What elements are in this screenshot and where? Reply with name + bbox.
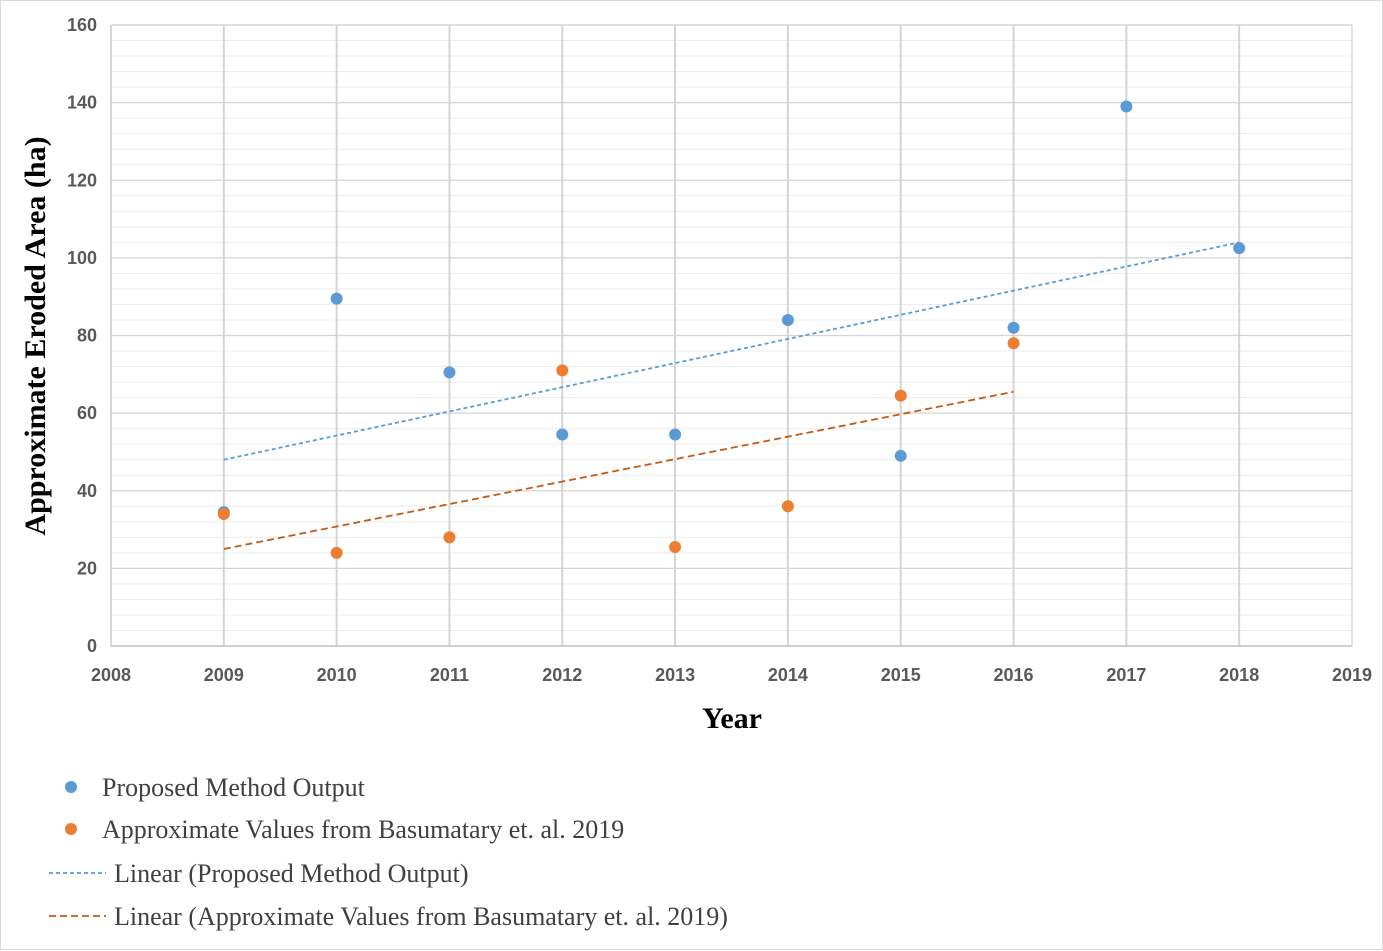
point-proposed: [330, 292, 343, 305]
point-basumatary: [781, 500, 794, 513]
point-proposed: [1233, 242, 1246, 255]
point-proposed: [894, 449, 907, 462]
point-proposed: [556, 428, 569, 441]
trendline-proposed: [223, 241, 1240, 461]
y-tick-label: 80: [77, 326, 97, 346]
x-tick-label: 2012: [542, 665, 582, 685]
axes: [110, 24, 1353, 647]
x-tick-label: 2011: [430, 665, 469, 685]
point-basumatary: [894, 389, 907, 402]
legend: Proposed Method Output Approximate Values…: [49, 773, 728, 931]
point-basumatary: [669, 541, 682, 554]
y-tick-label: 60: [77, 403, 97, 423]
point-basumatary: [443, 531, 456, 544]
y-tick-label: 100: [67, 248, 97, 268]
y-tick-label: 120: [67, 170, 97, 190]
y-axis-title: Approximate Eroded Area (ha): [19, 136, 52, 535]
x-tick-labels: 2008 2009 2010 2011 2012 2013 2014 2015 2016 2017…: [91, 665, 1372, 685]
point-proposed: [1007, 321, 1020, 334]
x-tick-label: 2018: [1219, 665, 1259, 685]
x-tick-label: 2014: [768, 665, 808, 685]
point-basumatary: [556, 364, 569, 377]
point-basumatary: [330, 546, 343, 559]
minor-gridlines: [111, 40, 1352, 631]
y-tick-label: 0: [87, 636, 97, 656]
x-tick-label: 2013: [655, 665, 695, 685]
point-proposed: [781, 313, 794, 326]
x-tick-label: 2010: [317, 665, 357, 685]
x-tick-label: 2009: [204, 665, 244, 685]
legend-label: Linear (Approximate Values from Basumata…: [114, 902, 728, 931]
x-tick-label: 2016: [994, 665, 1034, 685]
x-tick-label: 2008: [91, 665, 131, 685]
point-proposed: [669, 428, 682, 441]
data-points: [217, 100, 1246, 559]
x-tick-label: 2017: [1106, 665, 1146, 685]
point-proposed: [1120, 100, 1133, 113]
y-tick-label: 40: [77, 481, 97, 501]
point-proposed: [443, 366, 456, 379]
trendline-basumatary: [223, 390, 1014, 550]
y-tick-label: 20: [77, 558, 97, 578]
legend-label: Approximate Values from Basumatary et. a…: [102, 815, 624, 844]
y-tick-label: 160: [67, 15, 97, 35]
trendlines: [223, 241, 1240, 550]
point-basumatary: [1007, 337, 1020, 350]
x-tick-label: 2015: [881, 665, 921, 685]
y-tick-labels: 0 20 40 60 80 100 120 140 160: [67, 15, 97, 656]
y-tick-label: 140: [67, 93, 97, 113]
legend-label: Linear (Proposed Method Output): [114, 859, 469, 888]
x-axis-title: Year: [702, 702, 762, 735]
x-tick-label: 2019: [1332, 665, 1372, 685]
point-basumatary: [217, 508, 230, 521]
legend-marker-basumatary: [65, 823, 77, 835]
legend-marker-proposed: [65, 781, 77, 793]
legend-label: Proposed Method Output: [102, 773, 366, 802]
